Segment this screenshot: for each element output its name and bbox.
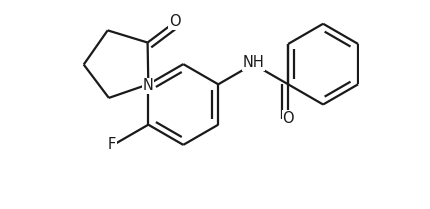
Text: F: F (108, 137, 116, 152)
Text: NH: NH (243, 55, 264, 70)
Text: O: O (169, 14, 181, 29)
Text: O: O (283, 111, 294, 126)
Text: N: N (143, 78, 154, 93)
